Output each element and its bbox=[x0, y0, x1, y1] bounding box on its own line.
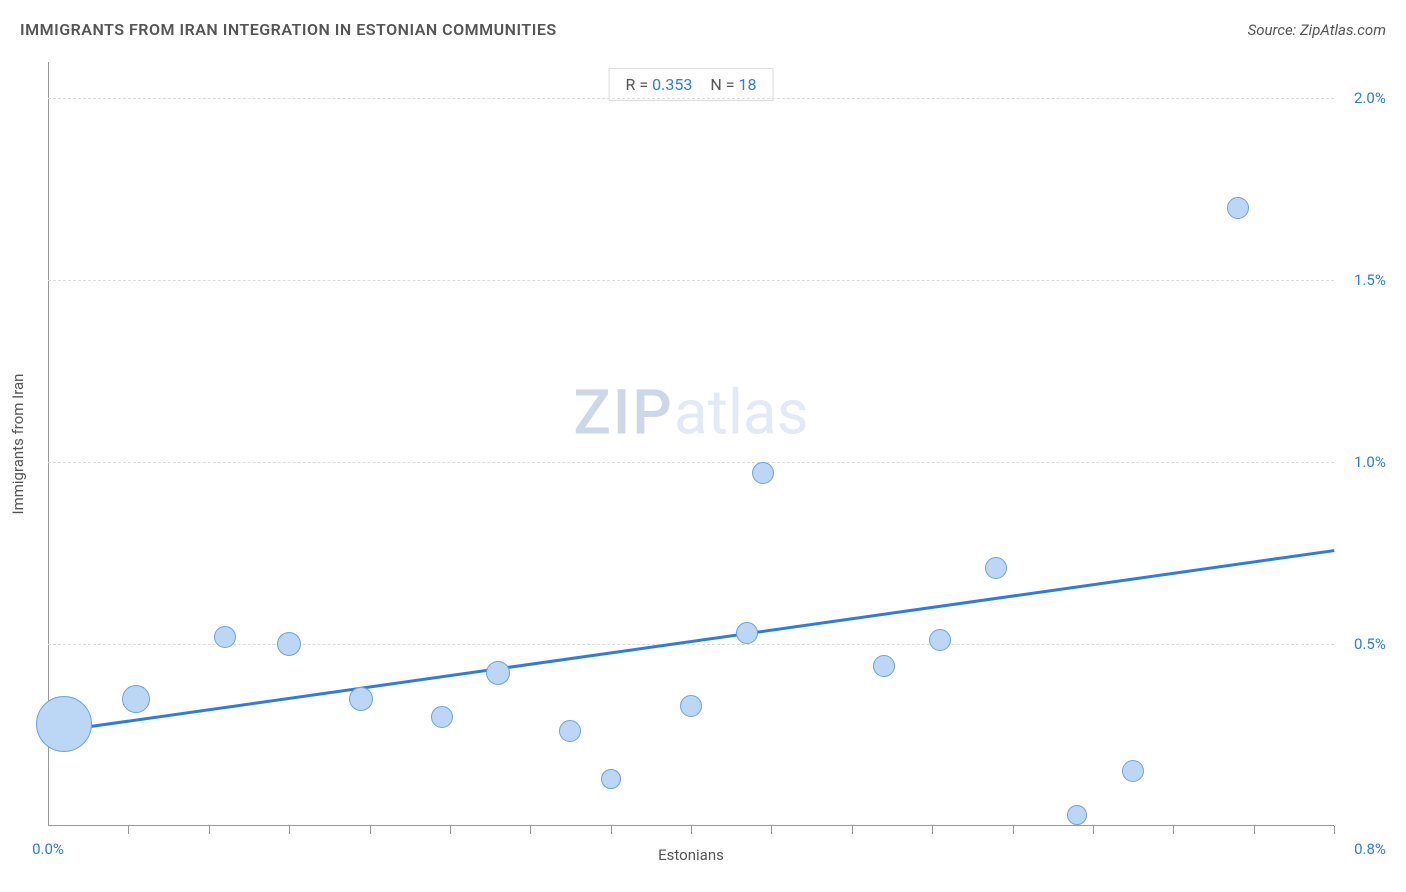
source-attribution: Source: ZipAtlas.com bbox=[1248, 21, 1386, 39]
x-tick bbox=[1254, 826, 1255, 834]
grid-line bbox=[48, 98, 1334, 99]
data-point bbox=[1122, 760, 1144, 782]
data-point bbox=[736, 622, 758, 644]
x-tick bbox=[932, 826, 933, 834]
data-point bbox=[559, 720, 581, 742]
x-tick bbox=[771, 826, 772, 834]
chart-title: IMMIGRANTS FROM IRAN INTEGRATION IN ESTO… bbox=[20, 20, 557, 39]
y-tick-label: 1.0% bbox=[1354, 453, 1386, 471]
grid-line bbox=[48, 462, 1334, 463]
data-point bbox=[873, 655, 895, 677]
stat-r: R = 0.353 bbox=[626, 75, 693, 94]
x-tick-label-min: 0.0% bbox=[32, 840, 64, 858]
watermark-bold: ZIP bbox=[573, 377, 674, 450]
x-tick bbox=[1334, 826, 1335, 834]
data-point bbox=[601, 769, 621, 789]
stat-n: N = 18 bbox=[710, 75, 756, 94]
stat-n-label: N = bbox=[710, 75, 734, 94]
x-tick-label-max: 0.8% bbox=[1354, 840, 1386, 858]
x-tick bbox=[691, 826, 692, 834]
data-point bbox=[752, 462, 774, 484]
x-tick bbox=[128, 826, 129, 834]
data-point bbox=[680, 695, 702, 717]
x-tick bbox=[209, 826, 210, 834]
data-point bbox=[349, 687, 373, 711]
grid-line bbox=[48, 644, 1334, 645]
x-tick bbox=[450, 826, 451, 834]
stats-box: R = 0.353 N = 18 bbox=[609, 68, 774, 101]
data-point bbox=[486, 661, 510, 685]
data-point bbox=[1227, 197, 1249, 219]
data-point bbox=[122, 685, 150, 713]
data-point bbox=[985, 557, 1007, 579]
x-tick bbox=[1173, 826, 1174, 834]
stat-r-value: 0.353 bbox=[652, 75, 692, 94]
y-tick-label: 2.0% bbox=[1354, 89, 1386, 107]
stat-n-value: 18 bbox=[738, 75, 756, 94]
x-tick bbox=[1093, 826, 1094, 834]
data-point bbox=[36, 696, 92, 752]
data-point bbox=[214, 626, 236, 648]
x-tick bbox=[370, 826, 371, 834]
x-tick bbox=[1013, 826, 1014, 834]
watermark: ZIPatlas bbox=[573, 377, 808, 450]
x-axis-label: Estonians bbox=[658, 846, 724, 864]
y-tick-label: 1.5% bbox=[1354, 271, 1386, 289]
x-tick bbox=[611, 826, 612, 834]
x-tick bbox=[852, 826, 853, 834]
y-axis-label: Immigrants from Iran bbox=[9, 374, 27, 515]
scatter-chart: ZIPatlas R = 0.353 N = 18 Estonians Immi… bbox=[48, 62, 1334, 826]
grid-line bbox=[48, 280, 1334, 281]
x-tick bbox=[530, 826, 531, 834]
stat-r-label: R = bbox=[626, 75, 649, 94]
y-tick-label: 0.5% bbox=[1354, 635, 1386, 653]
data-point bbox=[1067, 805, 1087, 825]
data-point bbox=[431, 706, 453, 728]
data-point bbox=[929, 629, 951, 651]
watermark-light: atlas bbox=[674, 377, 809, 450]
data-point bbox=[277, 632, 301, 656]
x-tick bbox=[289, 826, 290, 834]
